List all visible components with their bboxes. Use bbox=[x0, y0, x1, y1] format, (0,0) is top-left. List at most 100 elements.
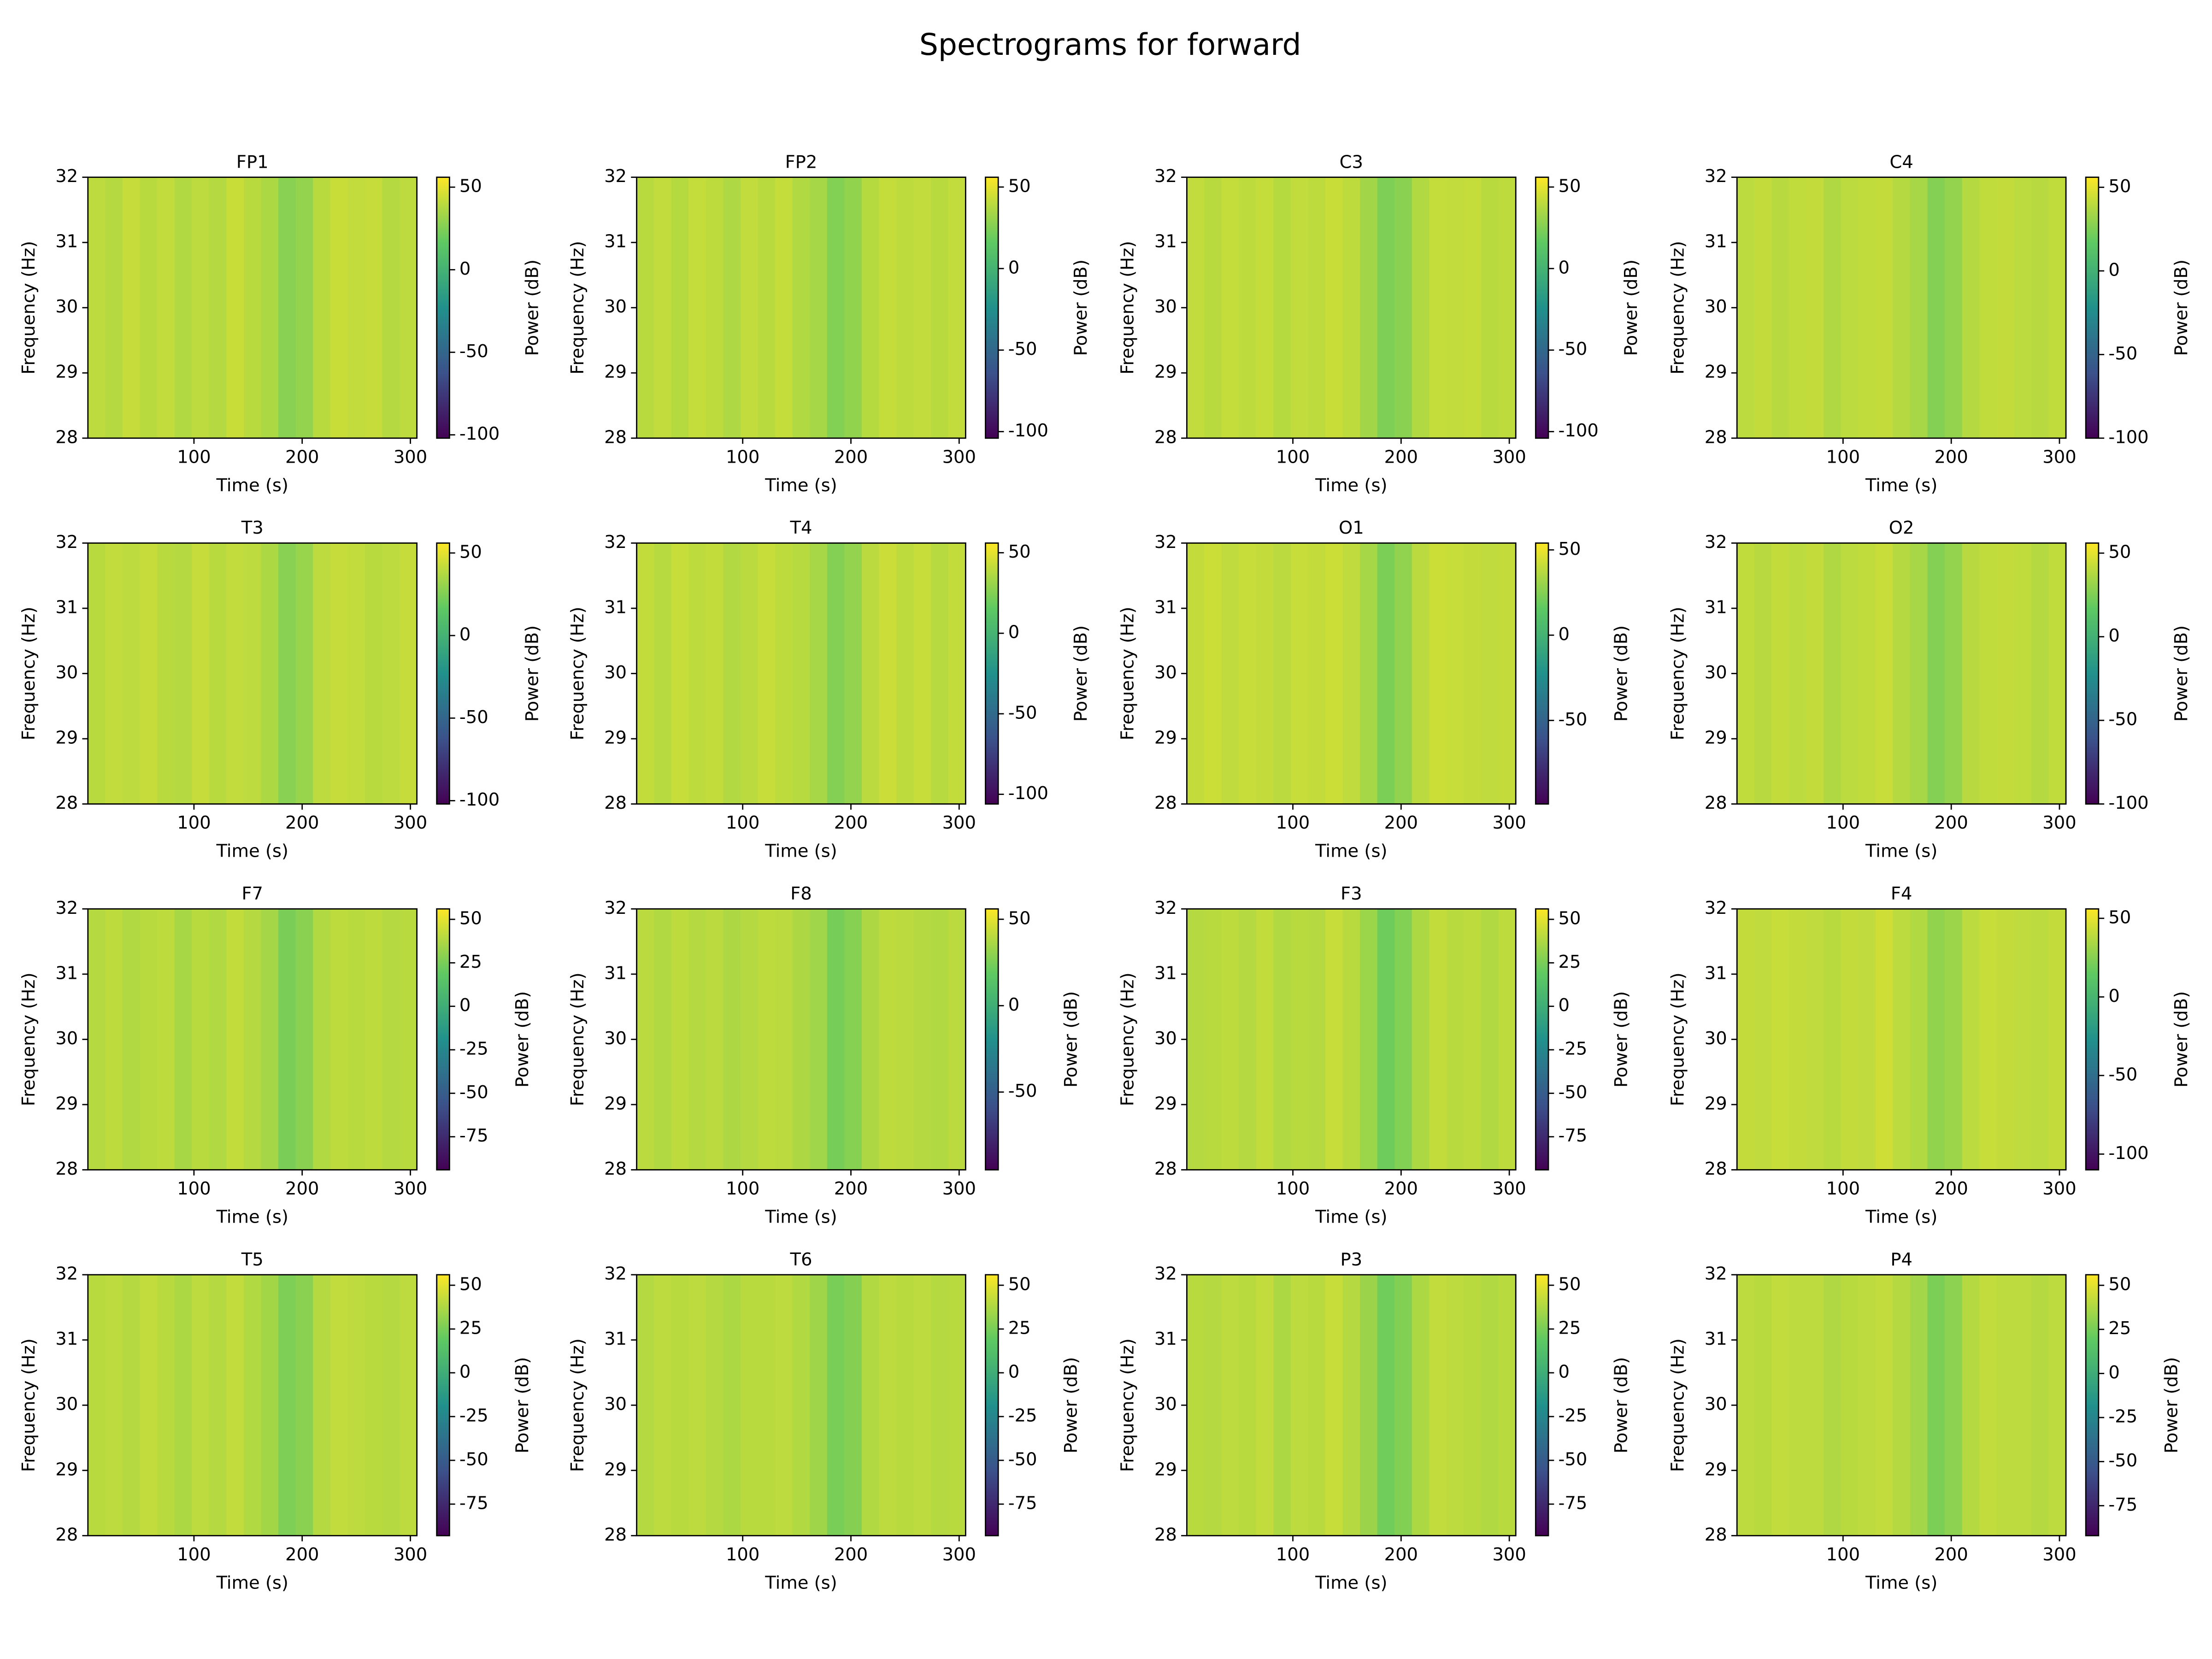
heatmap-cell bbox=[261, 909, 279, 1170]
heatmap-cell bbox=[1273, 543, 1291, 804]
colorbar-tick-label: -25 bbox=[1559, 1039, 1588, 1059]
y-tick-label: 31 bbox=[1154, 231, 1177, 252]
heatmap-cell bbox=[295, 543, 314, 804]
heatmap-cell bbox=[1824, 1275, 1841, 1536]
colorbar-tick-label: -50 bbox=[2108, 709, 2137, 730]
x-tick-label: 300 bbox=[1492, 812, 1526, 833]
heatmap-cell bbox=[1308, 909, 1326, 1170]
heatmap-cell bbox=[192, 177, 210, 438]
heatmap-cell bbox=[105, 543, 123, 804]
heatmap-cell bbox=[671, 543, 689, 804]
heatmap-cell bbox=[1945, 543, 1963, 804]
y-tick-label: 29 bbox=[1705, 1093, 1727, 1114]
heatmap-cell bbox=[636, 543, 655, 804]
y-tick-label: 32 bbox=[55, 1264, 78, 1284]
heatmap-cell bbox=[1273, 909, 1291, 1170]
heatmap-cell bbox=[226, 543, 244, 804]
colorbar-tick-label: 50 bbox=[459, 908, 482, 929]
x-tick-label: 300 bbox=[1492, 447, 1526, 467]
y-axis-label: Frequency (Hz) bbox=[1668, 972, 1688, 1106]
x-tick-label: 100 bbox=[1826, 447, 1860, 467]
heatmap-cell bbox=[740, 1275, 759, 1536]
heatmap-cell bbox=[278, 543, 296, 804]
heatmap-cell bbox=[192, 909, 210, 1170]
subplot-title: T5 bbox=[241, 1249, 264, 1270]
heatmap-cell bbox=[1498, 543, 1517, 804]
heatmap-cell bbox=[1893, 909, 1911, 1170]
heatmap-cell bbox=[1996, 909, 2015, 1170]
heatmap-cell bbox=[723, 909, 741, 1170]
colorbar-tick-label: -50 bbox=[1008, 702, 1037, 723]
y-tick-label: 28 bbox=[604, 1524, 627, 1545]
colorbar bbox=[985, 1274, 999, 1536]
heatmap-cell bbox=[1394, 177, 1412, 438]
heatmap-cell bbox=[88, 543, 106, 804]
x-axis-label: Time (s) bbox=[1315, 475, 1387, 496]
heatmap-cell bbox=[1754, 543, 1772, 804]
heatmap-cell bbox=[1308, 543, 1326, 804]
y-tick-label: 32 bbox=[55, 166, 78, 187]
colorbar bbox=[1535, 176, 1549, 439]
colorbar-tick-label: 0 bbox=[1559, 995, 1570, 1016]
heatmap-cell bbox=[723, 177, 741, 438]
colorbar-tick-label: 25 bbox=[459, 1318, 482, 1338]
heatmap-cell bbox=[1273, 1275, 1291, 1536]
colorbar-tick-label: 50 bbox=[1008, 1274, 1031, 1294]
colorbar-label: Power (dB) bbox=[1611, 1357, 1632, 1453]
heatmap-cell bbox=[365, 909, 383, 1170]
y-tick-label: 32 bbox=[1154, 898, 1177, 918]
x-tick-label: 100 bbox=[1826, 1178, 1860, 1199]
x-axis-label: Time (s) bbox=[1315, 1207, 1387, 1228]
heatmap-cell bbox=[365, 1275, 383, 1536]
heatmap-cell bbox=[1945, 1275, 1963, 1536]
heatmap-cell bbox=[278, 909, 296, 1170]
heatmap-cell bbox=[1806, 177, 1824, 438]
y-tick-label: 30 bbox=[1705, 1394, 1727, 1415]
heatmap-cell bbox=[1256, 1275, 1274, 1536]
y-tick-label: 30 bbox=[1705, 662, 1727, 683]
subplot-title: F8 bbox=[790, 883, 812, 904]
heatmap-cell bbox=[792, 543, 811, 804]
heatmap-cell bbox=[879, 543, 897, 804]
heatmap-cell bbox=[1325, 177, 1343, 438]
y-tick-label: 28 bbox=[1154, 1159, 1177, 1179]
x-axis-label: Time (s) bbox=[1315, 1572, 1387, 1593]
x-axis-label: Time (s) bbox=[765, 1207, 837, 1228]
colorbar-tick-label: 0 bbox=[1008, 622, 1019, 643]
heatmap-cell bbox=[261, 1275, 279, 1536]
heatmap-cell bbox=[1256, 177, 1274, 438]
colorbar-tick-label: 0 bbox=[1008, 994, 1019, 1015]
heatmap-cell bbox=[347, 909, 365, 1170]
y-tick-label: 30 bbox=[55, 296, 78, 317]
subplot-title: O1 bbox=[1339, 518, 1364, 538]
x-axis-label: Time (s) bbox=[1865, 475, 1937, 496]
x-tick-label: 200 bbox=[285, 1178, 319, 1199]
heatmap-cell bbox=[1927, 1275, 1946, 1536]
colorbar-tick-label: 50 bbox=[2108, 1274, 2131, 1295]
heatmap-cell bbox=[209, 1275, 227, 1536]
y-axis-label: Frequency (Hz) bbox=[1118, 972, 1138, 1106]
subplot-title: T6 bbox=[789, 1249, 812, 1270]
colorbar-tick-label: 0 bbox=[1008, 1361, 1019, 1382]
heatmap-cell bbox=[1412, 543, 1430, 804]
x-tick-label: 200 bbox=[1934, 1544, 1968, 1565]
heatmap-cell bbox=[827, 909, 845, 1170]
heatmap-cell bbox=[295, 177, 314, 438]
heatmap-cell bbox=[1308, 1275, 1326, 1536]
heatmap-cell bbox=[1187, 543, 1205, 804]
y-tick-label: 29 bbox=[1705, 1459, 1727, 1480]
heatmap-cell bbox=[1342, 909, 1361, 1170]
y-tick-label: 29 bbox=[604, 362, 627, 382]
heatmap-cell bbox=[1979, 543, 1997, 804]
x-tick-label: 200 bbox=[1934, 812, 1968, 833]
colorbar-tick-label: 50 bbox=[1559, 539, 1581, 559]
heatmap-cell bbox=[209, 909, 227, 1170]
y-tick-label: 28 bbox=[1705, 1159, 1727, 1179]
heatmap-cell bbox=[1945, 909, 1963, 1170]
heatmap-cell bbox=[1429, 909, 1447, 1170]
colorbar-label: Power (dB) bbox=[512, 1357, 533, 1453]
y-tick-label: 28 bbox=[1154, 793, 1177, 813]
heatmap-cell bbox=[88, 909, 106, 1170]
heatmap-cell bbox=[861, 543, 880, 804]
